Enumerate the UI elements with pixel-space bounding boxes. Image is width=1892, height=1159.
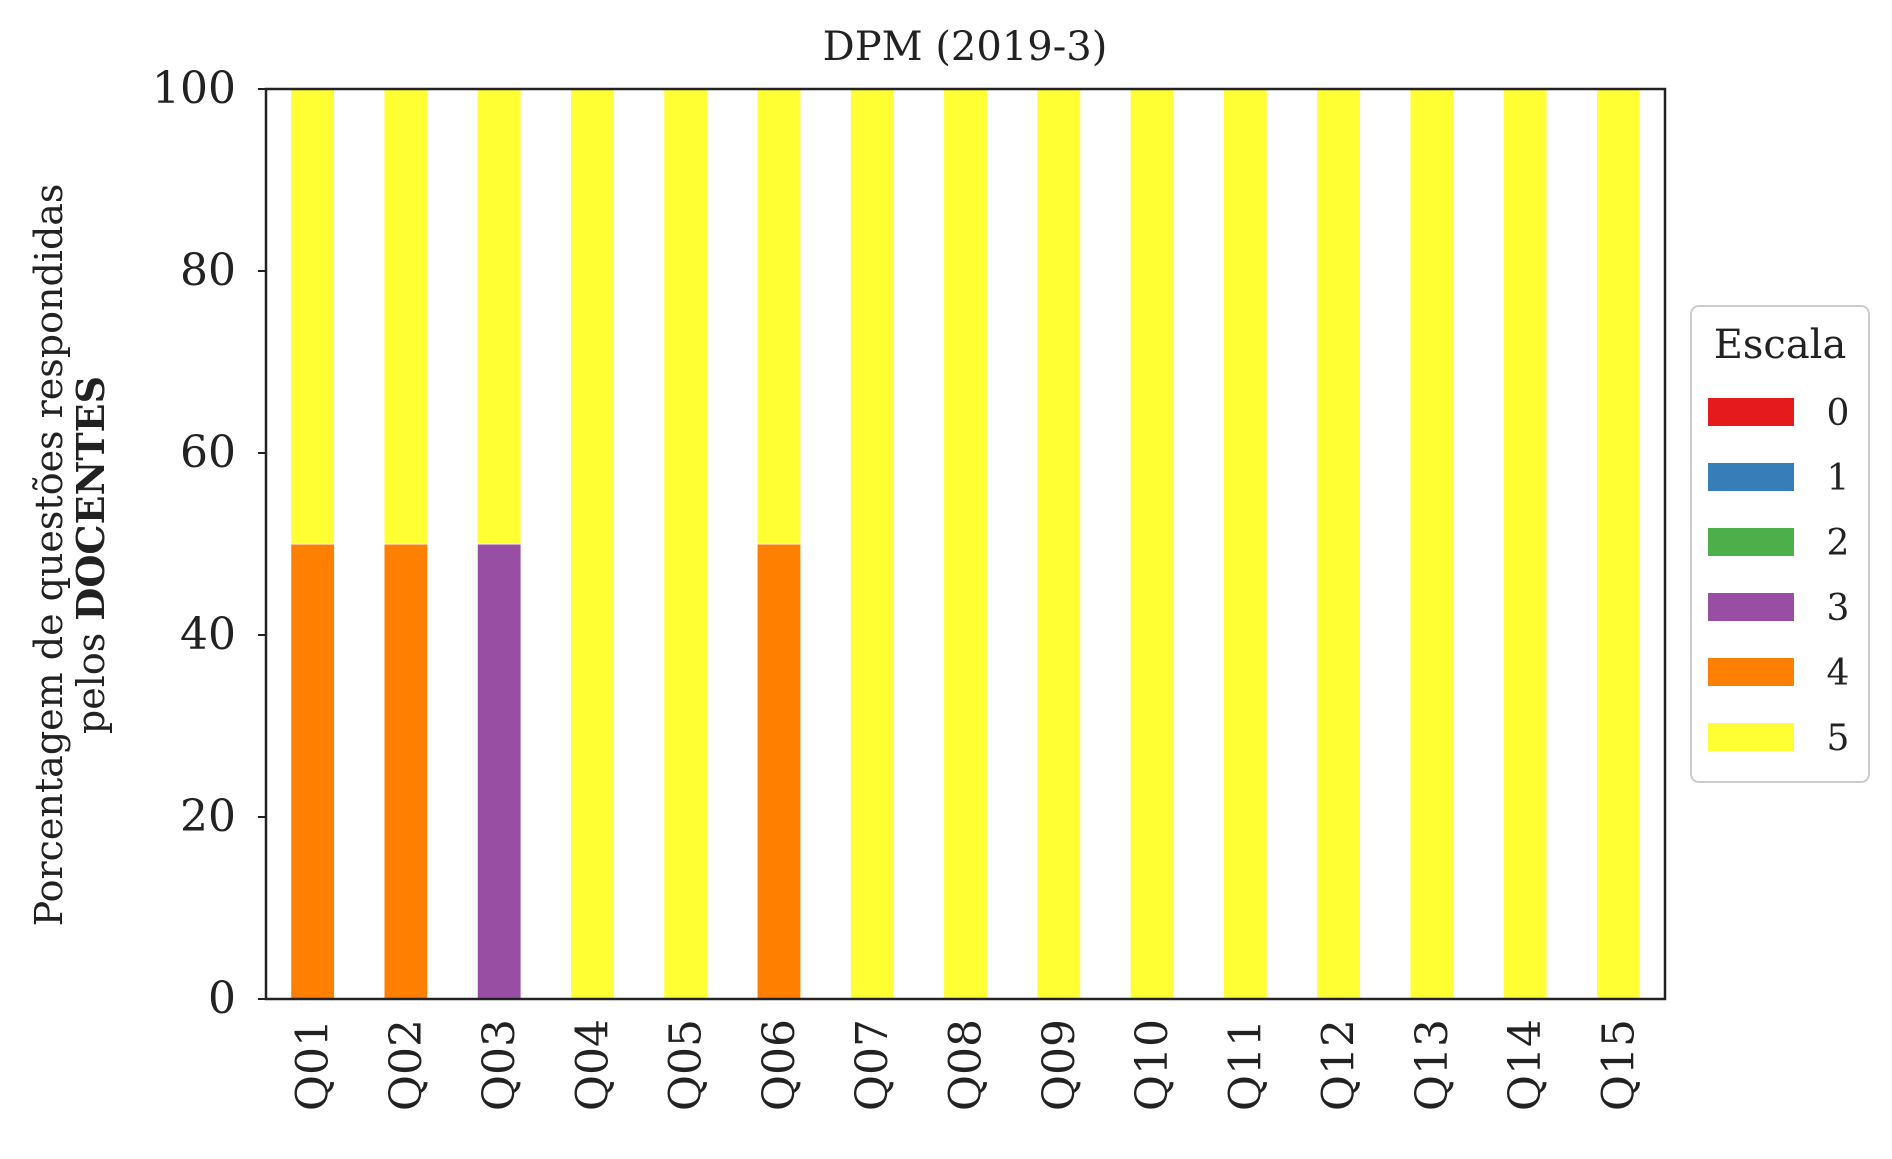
legend-label: 0 <box>1827 393 1850 434</box>
x-tick-label: Q11 <box>1220 1019 1271 1111</box>
bar-Q12-scale-5 <box>1316 88 1361 1000</box>
legend-label: 4 <box>1827 653 1850 694</box>
legend-label: 3 <box>1827 588 1850 629</box>
legend-swatch-4 <box>1708 658 1794 686</box>
legend-swatch-1 <box>1708 463 1794 491</box>
y-axis-label: Porcentagem de questões respondidas pelo… <box>27 184 113 927</box>
legend-label: 1 <box>1827 458 1850 499</box>
bar-Q14-scale-5 <box>1502 88 1548 1000</box>
y-axis-label-line2: pelos DOCENTES <box>68 376 113 734</box>
y-ticks: 0 20 40 60 80 100 <box>152 63 266 1024</box>
x-tick-label: Q10 <box>1127 1019 1178 1111</box>
legend-swatch-5 <box>1708 723 1794 751</box>
legend-swatch-0 <box>1708 398 1794 426</box>
x-ticks: Q01 Q02 Q03 Q04 Q05 Q06 Q07 Q08 Q09 Q10 Q11 Q12 Q13 Q… <box>288 1019 1645 1111</box>
y-tick-label: 80 <box>180 245 236 296</box>
y-tick-label: 60 <box>180 427 236 478</box>
legend-items: 0 1 2 3 4 5 <box>1708 393 1849 759</box>
x-tick-label: Q15 <box>1593 1019 1644 1111</box>
bar-Q06-scale-4 <box>756 543 802 1000</box>
x-tick-label: Q04 <box>567 1019 618 1111</box>
bar-Q07-scale-5 <box>849 88 895 1000</box>
bar-Q15-scale-5 <box>1595 88 1641 1000</box>
bar-Q11-scale-5 <box>1222 88 1268 1000</box>
plot-frame <box>264 87 1667 1001</box>
bar-Q03-scale-3 <box>476 543 522 1000</box>
x-tick-label: Q05 <box>661 1019 712 1111</box>
bar-Q03-scale-5 <box>476 88 522 545</box>
bar-Q06-scale-5 <box>756 88 802 545</box>
y-axis-label-line2-bold: DOCENTES <box>68 376 113 621</box>
x-tick-label: Q02 <box>381 1019 432 1111</box>
legend-label: 5 <box>1827 718 1850 759</box>
y-tick-label: 40 <box>180 609 236 660</box>
y-tick-label: 0 <box>208 973 236 1024</box>
x-tick-label: Q13 <box>1407 1019 1458 1111</box>
bars-layer <box>290 88 1641 1000</box>
legend-label: 2 <box>1827 523 1850 564</box>
legend-title: Escala <box>1714 322 1847 368</box>
y-tick-label: 20 <box>180 791 236 842</box>
bar-Q13-scale-5 <box>1409 88 1455 1000</box>
x-tick-label: Q08 <box>941 1019 992 1111</box>
x-tick-label: Q06 <box>754 1019 805 1111</box>
x-tick-label: Q03 <box>474 1019 525 1111</box>
x-tick-label: Q01 <box>288 1019 339 1111</box>
x-tick-label: Q12 <box>1314 1019 1365 1111</box>
bar-Q02-scale-4 <box>383 543 429 1000</box>
x-tick-label: Q07 <box>847 1019 898 1111</box>
bar-Q04-scale-5 <box>570 88 615 1000</box>
y-tick-label: 100 <box>152 63 236 114</box>
y-axis-label-line2-prefix: pelos <box>69 621 113 734</box>
y-axis-label-line1: Porcentagem de questões respondidas <box>27 184 71 927</box>
legend-swatch-3 <box>1708 593 1794 621</box>
bar-Q10-scale-5 <box>1129 88 1175 1000</box>
x-tick-label: Q09 <box>1034 1019 1085 1111</box>
x-tick-label: Q14 <box>1500 1019 1551 1111</box>
chart-title: DPM (2019-3) <box>823 24 1108 70</box>
bar-Q09-scale-5 <box>1036 88 1082 1000</box>
bar-Q08-scale-5 <box>943 88 988 1000</box>
legend-swatch-2 <box>1708 528 1794 556</box>
bar-Q05-scale-5 <box>663 88 709 1000</box>
legend: Escala 0 1 2 3 4 5 <box>1690 305 1870 783</box>
bar-Q01-scale-5 <box>290 88 336 545</box>
bar-Q01-scale-4 <box>290 543 336 1000</box>
bar-Q02-scale-5 <box>383 88 429 545</box>
